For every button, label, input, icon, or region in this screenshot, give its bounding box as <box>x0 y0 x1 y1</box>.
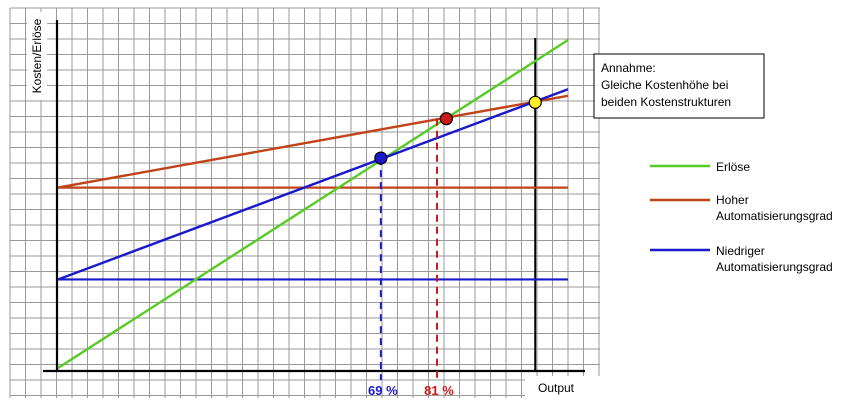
grid <box>9 7 600 398</box>
marker-label-2: 81 % <box>424 383 454 398</box>
annotation-line-3: beiden Kostenstrukturen <box>601 95 731 109</box>
legend-item-erloese: Erlöse <box>650 160 750 174</box>
marker-layer: 69 % 81 % <box>368 95 542 398</box>
legend-item-niedriger: Niedriger Automatisierungsgrad <box>650 244 833 274</box>
legend-label-niedriger-2: Automatisierungsgrad <box>716 260 833 274</box>
series-line-3 <box>57 88 569 281</box>
y-axis-label: Kosten/Erlöse <box>30 18 44 93</box>
legend-label-erloese: Erlöse <box>716 160 750 174</box>
axes <box>43 20 585 373</box>
annotation-box: Annahme: Gleiche Kostenhöhe bei beiden K… <box>593 53 765 119</box>
series-layer <box>57 38 569 371</box>
annotation-line-2: Gleiche Kostenhöhe bei <box>601 78 728 92</box>
intersection-point-2 <box>439 112 453 126</box>
series-line-1 <box>57 38 569 370</box>
x-axis-label: Output <box>538 381 575 395</box>
intersection-point-3 <box>528 95 542 109</box>
legend-label-hoher-1: Hoher <box>716 193 749 207</box>
intersection-point-1 <box>374 151 388 165</box>
xlabel-bg <box>525 376 600 398</box>
legend-item-hoher: Hoher Automatisierungsgrad <box>650 193 833 223</box>
marker-label-1: 69 % <box>368 383 398 398</box>
legend: Erlöse Hoher Automatisierungsgrad Niedri… <box>650 160 833 274</box>
legend-label-niedriger-1: Niedriger <box>716 244 765 258</box>
annotation-line-1: Annahme: <box>601 61 656 75</box>
legend-label-hoher-2: Automatisierungsgrad <box>716 209 833 223</box>
series-line-2 <box>57 94 569 189</box>
ylabel-bg <box>27 12 47 100</box>
